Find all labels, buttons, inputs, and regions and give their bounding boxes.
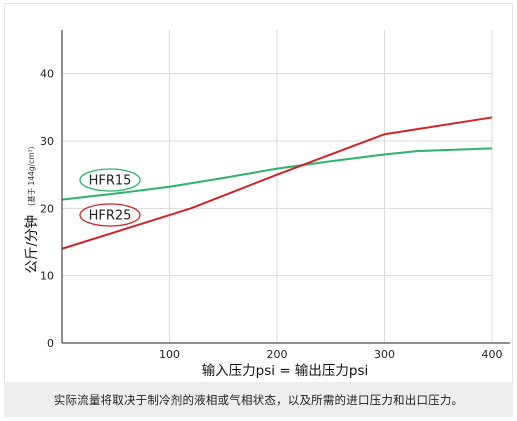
y-tick-label-1: 10 [40, 270, 54, 283]
y-tick-label-0: 0 [47, 337, 54, 350]
y-tick-label-3: 30 [40, 135, 54, 148]
axes [61, 30, 510, 344]
series-line-hfr25 [61, 116, 493, 250]
series-line-hfr15 [61, 147, 493, 201]
y-axis-note: (基于 144g/cm³) [26, 146, 36, 205]
figure-caption: 实际流量将取决于制冷剂的液相或气相状态，以及所需的进口压力和出口压力。 [53, 392, 464, 407]
series-lines [61, 116, 493, 250]
x-tick-label-0: 100 [159, 348, 180, 361]
series-label-hfr15: HFR15 [89, 174, 132, 189]
caption-bar: 实际流量将取决于制冷剂的液相或气相状态，以及所需的进口压力和出口压力。 [4, 382, 513, 417]
series-label-badge-hfr25 [79, 203, 141, 227]
series-labels: HFR15 HFR25 [79, 168, 141, 227]
y-tick-label-4: 40 [40, 68, 54, 81]
x-tick-label-3: 400 [482, 348, 503, 361]
series-label-hfr25: HFR25 [89, 209, 132, 224]
x-tick-label-1: 200 [267, 348, 288, 361]
x-tick-label-2: 300 [374, 348, 395, 361]
series-label-badge-hfr15 [79, 168, 141, 192]
y-tick-labels: 0 10 20 30 40 [40, 68, 54, 350]
y-axis-title-text: 公斤/分钟 (基于 144g/cm³) [21, 146, 40, 273]
x-tick-labels: 100 200 300 400 [159, 348, 503, 361]
grid [62, 30, 493, 343]
y-axis-title: 公斤/分钟 [23, 215, 40, 274]
y-axis-title-group: 公斤/分钟 (基于 144g/cm³) [21, 146, 40, 273]
y-tick-label-2: 20 [40, 202, 54, 215]
x-axis-title: 输入压力psi = 输出压力psi [202, 363, 369, 379]
